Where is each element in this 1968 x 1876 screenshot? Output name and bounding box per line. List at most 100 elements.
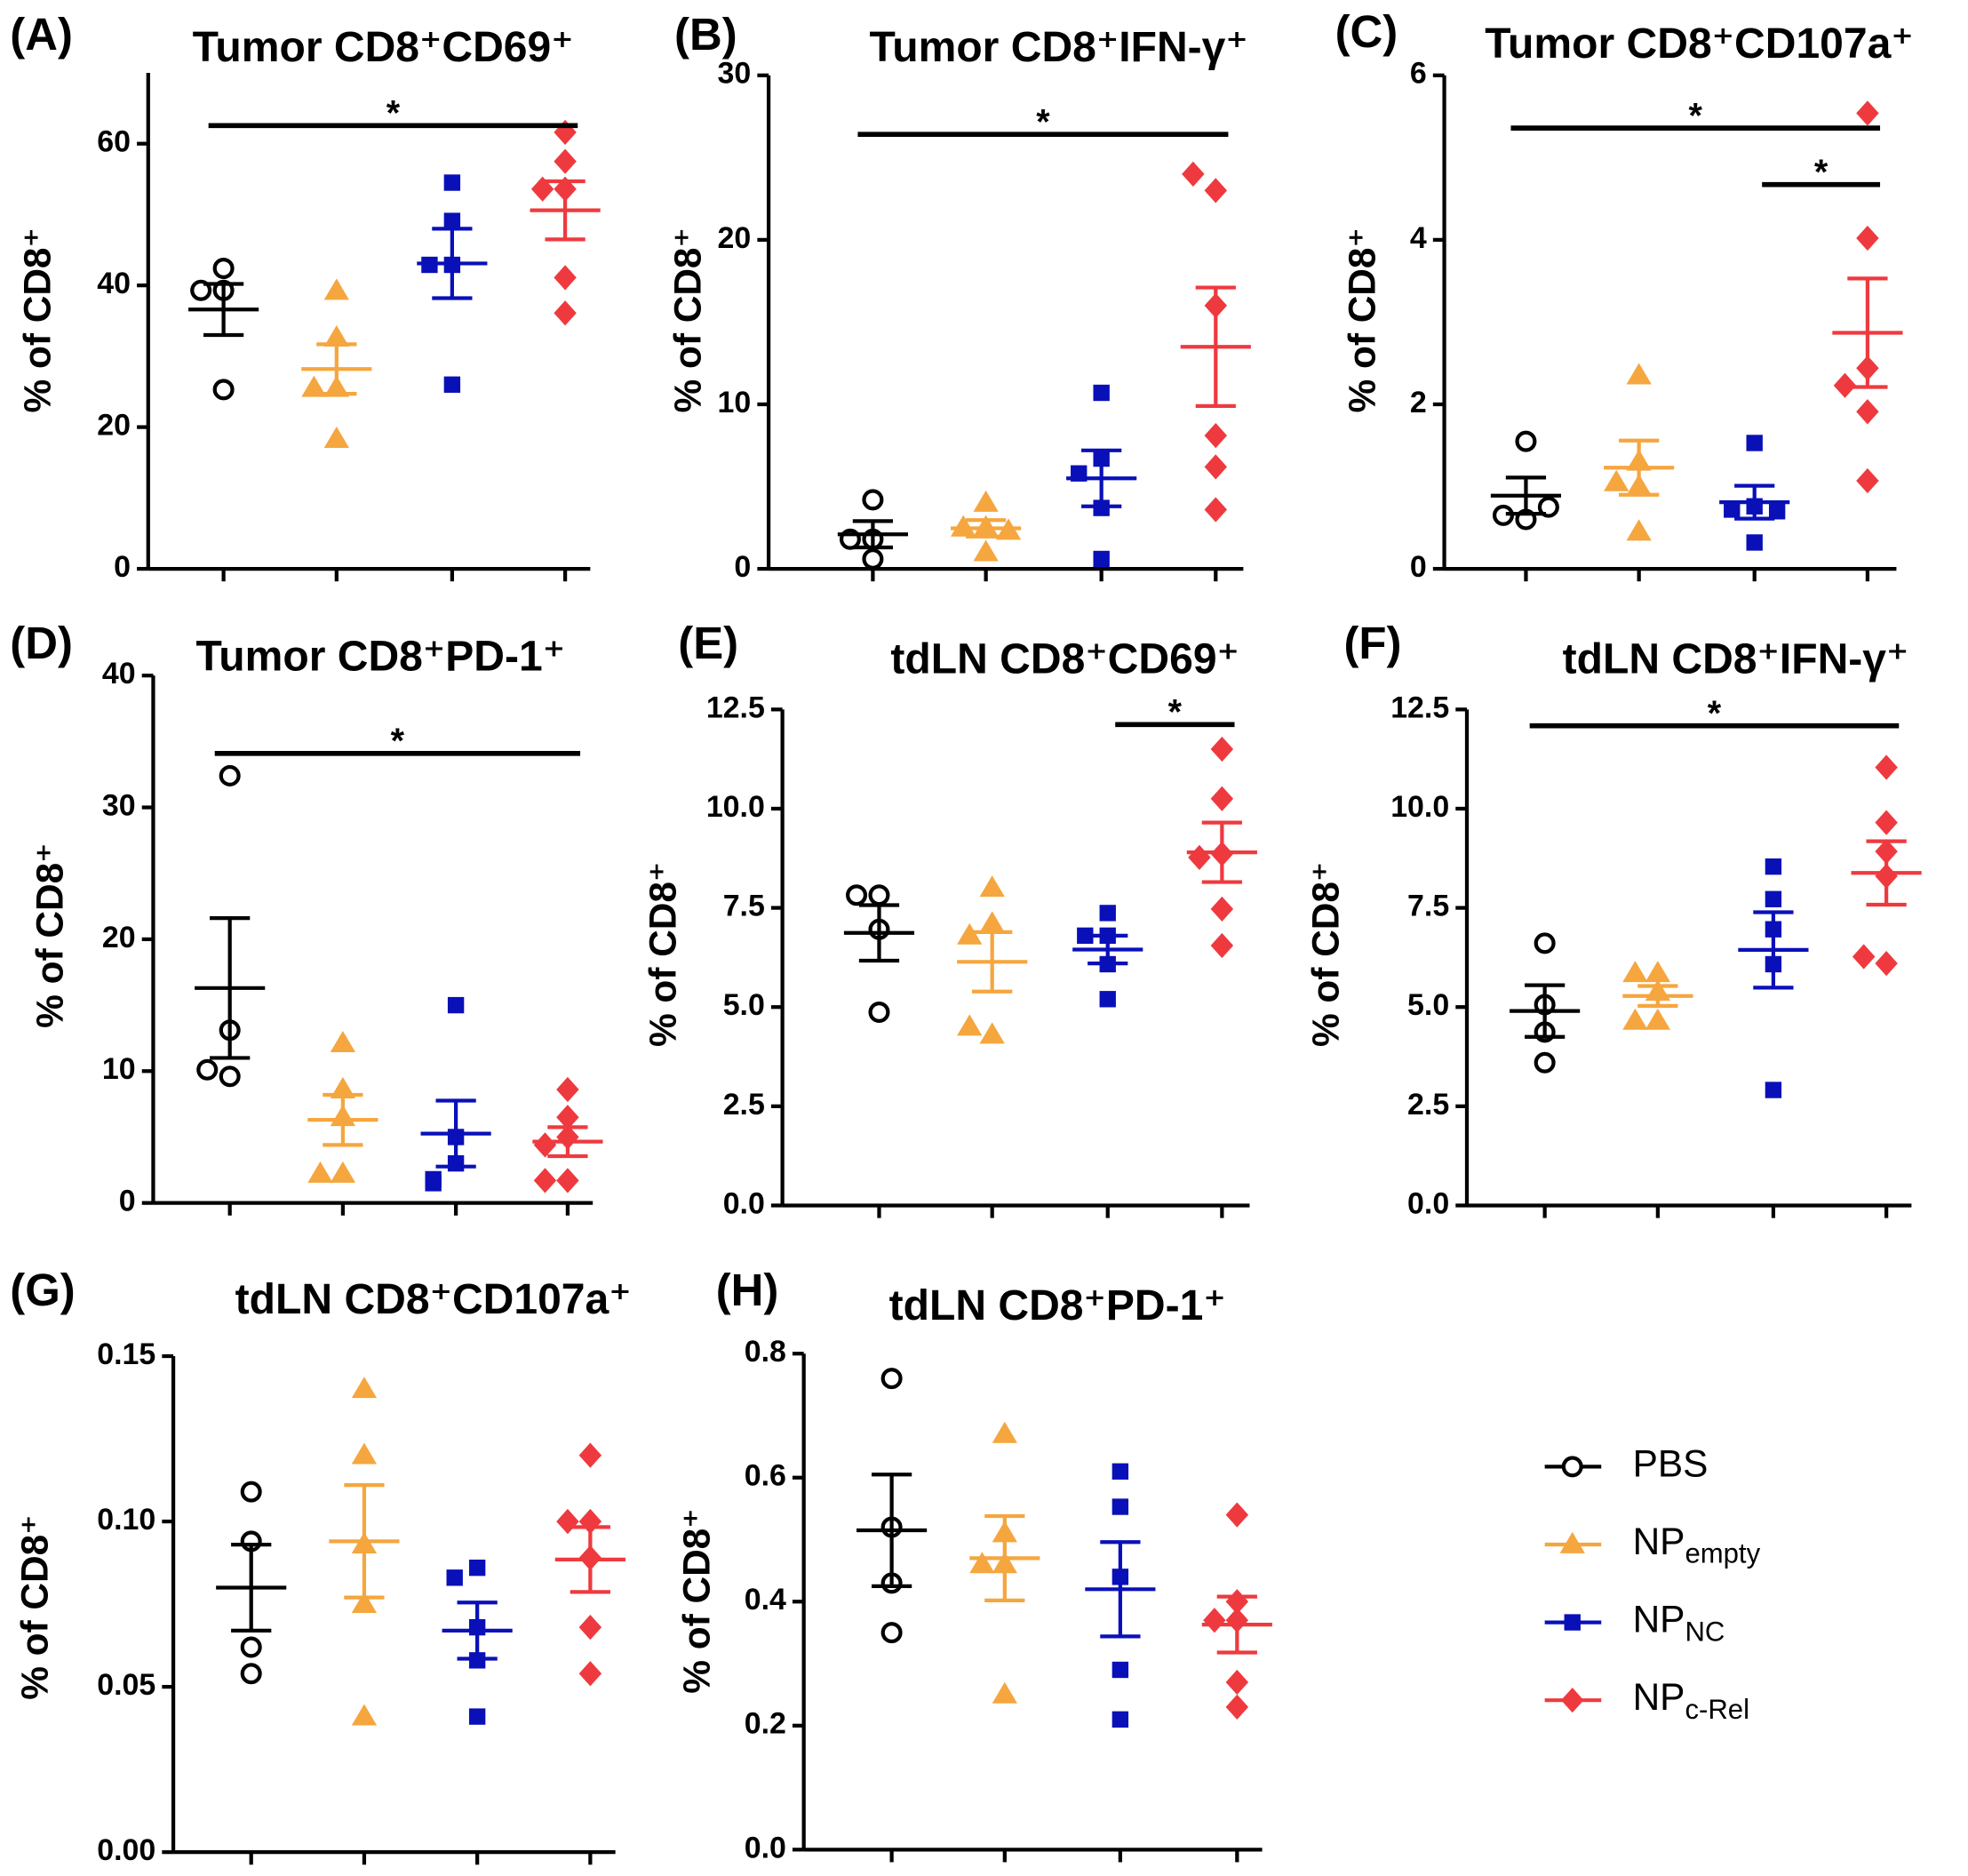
legend-label: PBS [1633, 1443, 1709, 1485]
sem-bar [1100, 1540, 1141, 1639]
sem-bar [323, 1092, 363, 1147]
chart-title: tdLN CD8⁺IFN-γ⁺ [1563, 635, 1909, 683]
point [868, 1002, 890, 1024]
y-tick-label: 4 [1410, 221, 1427, 255]
y-tick-label: 0 [1410, 550, 1427, 584]
significance-label: * [1168, 692, 1183, 731]
y-tick-label: 0.00 [97, 1833, 155, 1867]
point [868, 884, 890, 906]
significance-label: * [386, 93, 401, 132]
point [212, 379, 235, 401]
point [1210, 786, 1234, 811]
sem-bar [858, 903, 900, 963]
legend-label: NPNC [1633, 1599, 1725, 1648]
point [533, 1168, 557, 1193]
point [1203, 1608, 1226, 1633]
sem-bar [1525, 983, 1566, 1039]
point [1564, 1614, 1581, 1631]
y-tick-label: 0.05 [97, 1668, 155, 1702]
y-tick-label: 0.15 [97, 1337, 155, 1371]
point [351, 1591, 378, 1613]
y-tick-label: 20 [97, 409, 131, 443]
point [212, 258, 235, 280]
panel-label: (B) [674, 9, 737, 60]
chart-title: tdLN CD8⁺PD-1⁺ [889, 1282, 1226, 1329]
point [992, 1421, 1017, 1443]
point [1875, 754, 1898, 780]
point [425, 1175, 442, 1192]
point [1645, 1008, 1670, 1030]
point [307, 1161, 333, 1183]
sem-bar [231, 1542, 272, 1633]
significance-label: * [1814, 153, 1829, 192]
legend-subscript: NC [1685, 1617, 1725, 1648]
sem-bar [1847, 276, 1888, 389]
sem-bar [966, 518, 1007, 539]
point [1225, 1694, 1249, 1720]
point [1856, 467, 1879, 494]
legend-label: NPempty [1633, 1521, 1761, 1569]
point [1746, 435, 1763, 451]
y-axis-label: % of CD8⁺ [29, 843, 71, 1028]
sem-bar [1734, 483, 1775, 521]
point [1626, 519, 1652, 541]
point [1188, 844, 1211, 871]
chart-title: Tumor CD8⁺CD69⁺ [193, 24, 574, 71]
sem-bar [1201, 820, 1242, 884]
y-axis-label: % of CD8⁺ [676, 1508, 718, 1693]
legend-label: NPc-Rel [1633, 1676, 1749, 1725]
point [1534, 932, 1556, 954]
sem-bar [1081, 448, 1122, 508]
y-tick-label: 12.5 [706, 691, 765, 724]
point [1225, 1669, 1249, 1696]
sem-bar [203, 282, 244, 338]
sem-bar [1216, 1594, 1257, 1655]
chart-title: Tumor CD8⁺PD-1⁺ [195, 634, 565, 681]
y-tick-label: 0.4 [745, 1583, 786, 1617]
point [196, 1058, 219, 1081]
point [219, 764, 241, 786]
point [1093, 550, 1110, 568]
sem-bar [1866, 839, 1907, 907]
chart-title: Tumor CD8⁺IFN-γ⁺ [869, 24, 1247, 71]
y-tick-label: 0 [114, 550, 131, 584]
sem-bar [1619, 438, 1660, 497]
point [1515, 430, 1537, 452]
point [351, 1377, 378, 1399]
point [1111, 1463, 1129, 1480]
point [533, 1132, 557, 1158]
point [1852, 944, 1876, 970]
point [951, 515, 976, 537]
point [1204, 423, 1228, 449]
y-tick-label: 0.0 [1407, 1186, 1449, 1220]
point [979, 875, 1005, 898]
y-tick-label: 2.5 [1407, 1088, 1449, 1122]
y-axis-label: % of CD8⁺ [1305, 862, 1347, 1047]
y-tick-label: 5.0 [723, 988, 765, 1022]
point [957, 922, 983, 945]
y-tick-label: 2 [1410, 386, 1427, 419]
point [973, 490, 999, 512]
y-tick-label: 20 [102, 921, 136, 954]
panel-label: (A) [10, 9, 73, 60]
sem-bar [1505, 475, 1547, 516]
point [578, 1661, 602, 1687]
sem-bar [984, 1513, 1025, 1602]
point [351, 1442, 378, 1465]
point [1875, 810, 1898, 835]
y-tick-label: 7.5 [723, 890, 765, 923]
y-tick-label: 10.0 [706, 790, 765, 824]
point [1856, 399, 1879, 425]
point [556, 1508, 579, 1535]
point [1077, 927, 1094, 945]
y-axis-label: % of CD8⁺ [1342, 228, 1383, 412]
sem-bar [972, 930, 1013, 994]
point [554, 265, 577, 291]
point [1111, 1711, 1129, 1728]
y-axis-label: % of CD8⁺ [641, 862, 683, 1047]
point [1204, 178, 1228, 204]
panel-label: (H) [716, 1265, 779, 1315]
point [846, 884, 868, 906]
point [1210, 932, 1234, 959]
